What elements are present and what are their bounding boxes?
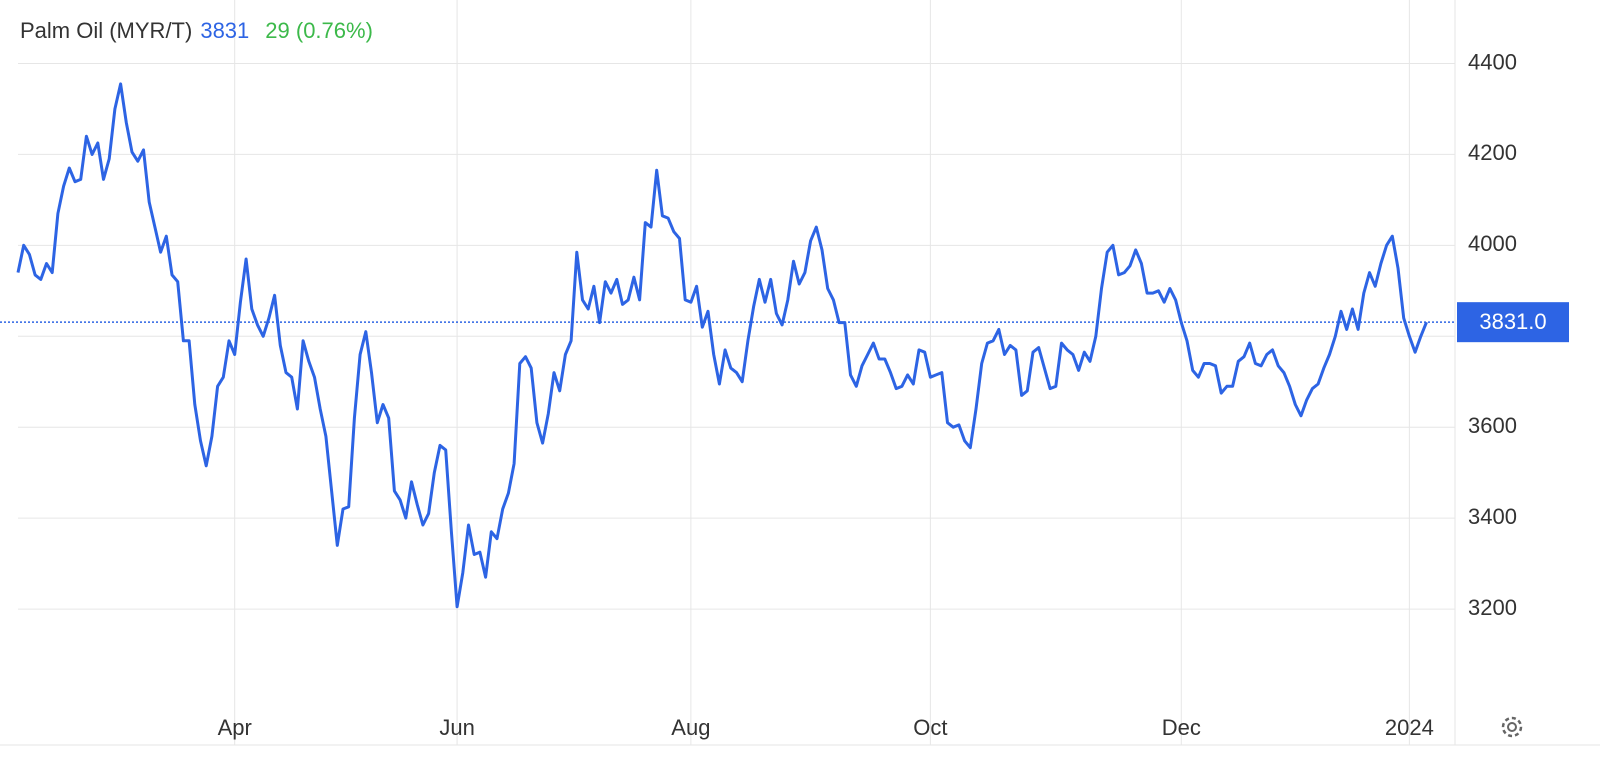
x-tick-label: Aug bbox=[671, 715, 710, 740]
last-value-box bbox=[1457, 302, 1569, 343]
x-tick-label: Apr bbox=[218, 715, 252, 740]
x-tick-label: Oct bbox=[913, 715, 947, 740]
settings-icon[interactable] bbox=[1501, 716, 1523, 738]
y-tick-label: 3400 bbox=[1468, 504, 1517, 529]
y-tick-label: 3200 bbox=[1468, 595, 1517, 620]
x-tick-label: Jun bbox=[439, 715, 474, 740]
last-value-label: 3831.0 bbox=[1479, 309, 1546, 334]
price-change: 29 (0.76%) bbox=[265, 18, 373, 43]
y-tick-label: 4400 bbox=[1468, 49, 1517, 74]
y-tick-label: 3600 bbox=[1468, 413, 1517, 438]
price: 3831 bbox=[200, 18, 249, 43]
x-tick-label: Dec bbox=[1162, 715, 1201, 740]
y-tick-label: 4000 bbox=[1468, 231, 1517, 256]
y-tick-label: 4200 bbox=[1468, 140, 1517, 165]
grid bbox=[18, 0, 1455, 745]
x-tick-label: 2024 bbox=[1385, 715, 1434, 740]
chart-title: Palm Oil (MYR/T) bbox=[20, 18, 192, 43]
price-line bbox=[16, 82, 1428, 609]
